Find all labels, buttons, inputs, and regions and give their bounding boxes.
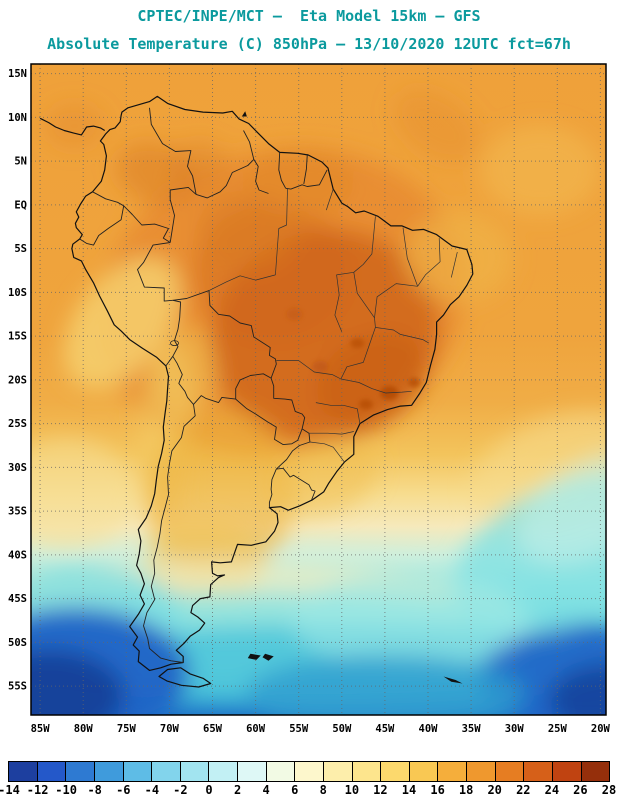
colorbar-tick-label: 14 xyxy=(401,783,417,797)
grid-lines xyxy=(31,64,606,715)
country-borders xyxy=(79,107,328,663)
colorbar-segment xyxy=(438,762,467,781)
lat-tick-label: 35S xyxy=(8,506,27,518)
colorbar-tick-label: -4 xyxy=(144,783,160,797)
colorbar-tick-label: 28 xyxy=(601,783,617,797)
lon-tick-label: 20W xyxy=(591,723,611,735)
colorbar-tick-label: 18 xyxy=(458,783,474,797)
colorbar-segment xyxy=(152,762,181,781)
colorbar-tick-label: 6 xyxy=(291,783,299,797)
colorbar-tick-label: 22 xyxy=(516,783,531,797)
lat-tick-label: 55S xyxy=(8,681,27,693)
lon-axis-labels: 85W 80W 75W 70W 65W 60W 55W 50W 45W 40W 35W 30W 25W 2… xyxy=(31,723,611,735)
colorbar-segment xyxy=(581,762,610,781)
lon-tick-label: 70W xyxy=(160,723,180,735)
colorbar-segment xyxy=(409,762,439,781)
colorbar-segment xyxy=(524,762,553,781)
colorbar-segment xyxy=(238,762,267,781)
lat-tick-label: 15N xyxy=(8,68,27,80)
map-frame xyxy=(30,63,607,716)
colorbar-segment xyxy=(323,762,353,781)
lat-tick-label: 10S xyxy=(8,287,27,299)
lat-tick-label: 20S xyxy=(8,374,27,386)
colorbar-tick-label: 8 xyxy=(319,783,327,797)
colorbar-tick-label: 20 xyxy=(487,783,502,797)
colorbar-tick-label: 2 xyxy=(233,783,242,797)
colorbar-segment xyxy=(209,762,238,781)
lon-tick-label: 45W xyxy=(375,723,395,735)
colorbar-tick-label: 4 xyxy=(262,783,270,797)
lat-tick-label: 5N xyxy=(14,156,27,168)
colorbar-tick-label: -14 xyxy=(0,783,20,797)
colorbar-segment xyxy=(352,762,382,781)
lon-tick-label: 35W xyxy=(462,723,482,735)
colorbar-tick-label: 10 xyxy=(344,783,360,797)
lon-tick-label: 75W xyxy=(117,723,137,735)
lon-tick-label: 80W xyxy=(74,723,94,735)
colorbar-tick-label: -2 xyxy=(173,783,188,797)
temperature-colorbar xyxy=(8,761,610,782)
lon-tick-label: 25W xyxy=(548,723,568,735)
lat-tick-label: 25S xyxy=(8,418,27,430)
temperature-field xyxy=(31,64,606,715)
colorbar-tick-label: 26 xyxy=(573,783,588,797)
colorbar-tick-label: -6 xyxy=(116,783,131,797)
colorbar-segment xyxy=(180,762,210,781)
lon-tick-label: 30W xyxy=(505,723,525,735)
colorbar-tick-label: 12 xyxy=(373,783,388,797)
colorbar-tick-label: 0 xyxy=(205,783,213,797)
colorbar-segment xyxy=(94,762,124,781)
colorbar-tick-label: 24 xyxy=(544,783,560,797)
colorbar-segment xyxy=(66,762,95,781)
state-borders xyxy=(208,188,458,463)
colorbar-tick-label: -8 xyxy=(87,783,102,797)
lat-tick-label: 15S xyxy=(8,331,27,343)
colorbar-segment xyxy=(381,762,410,781)
colorbar-segment xyxy=(9,762,38,781)
map-title-line1: CPTEC/INPE/MCT – Eta Model 15km – GFS xyxy=(137,7,481,25)
lat-tick-label: EQ xyxy=(14,199,27,211)
lon-tick-label: 60W xyxy=(246,723,266,735)
lat-tick-label: 40S xyxy=(8,549,27,561)
lon-tick-label: 40W xyxy=(419,723,439,735)
colorbar-tick-label: 16 xyxy=(430,783,445,797)
lat-tick-label: 30S xyxy=(8,462,27,474)
colorbar-segment xyxy=(266,762,296,781)
lon-tick-label: 65W xyxy=(203,723,223,735)
colorbar-tick-labels: -14 -12 -10 -8 -6 -4 -2 0 2 4 6 8 10 12 14 16 18 20 22 24 26… xyxy=(0,783,618,799)
colorbar-segment xyxy=(552,762,582,781)
colorbar-segment xyxy=(495,762,525,781)
colorbar-segment xyxy=(37,762,67,781)
lat-tick-label: 5S xyxy=(14,243,27,255)
lat-tick-label: 10N xyxy=(8,112,27,124)
lat-axis-labels: 15N 10N 5N EQ 5S 10S 15S 20S 25S 30S 35S 40S 45S 50S 5… xyxy=(8,68,27,693)
colorbar-tick-label: -10 xyxy=(55,783,77,797)
lat-tick-label: 45S xyxy=(8,593,27,605)
colorbar-segment xyxy=(123,762,153,781)
map-canvas: 15N 10N 5N EQ 5S 10S 15S 20S 25S 30S 35S 40S 45S 50S 5… xyxy=(8,63,611,735)
colorbar-segment xyxy=(467,762,496,781)
coastlines xyxy=(39,95,474,688)
lon-tick-label: 50W xyxy=(332,723,352,735)
lon-tick-label: 85W xyxy=(31,723,51,735)
lat-tick-label: 50S xyxy=(8,637,27,649)
map-title-line2: Absolute Temperature (C) 850hPa – 13/10/… xyxy=(47,35,571,53)
colorbar-segment xyxy=(295,762,324,781)
lon-tick-label: 55W xyxy=(289,723,309,735)
colorbar-tick-label: -12 xyxy=(26,783,49,797)
